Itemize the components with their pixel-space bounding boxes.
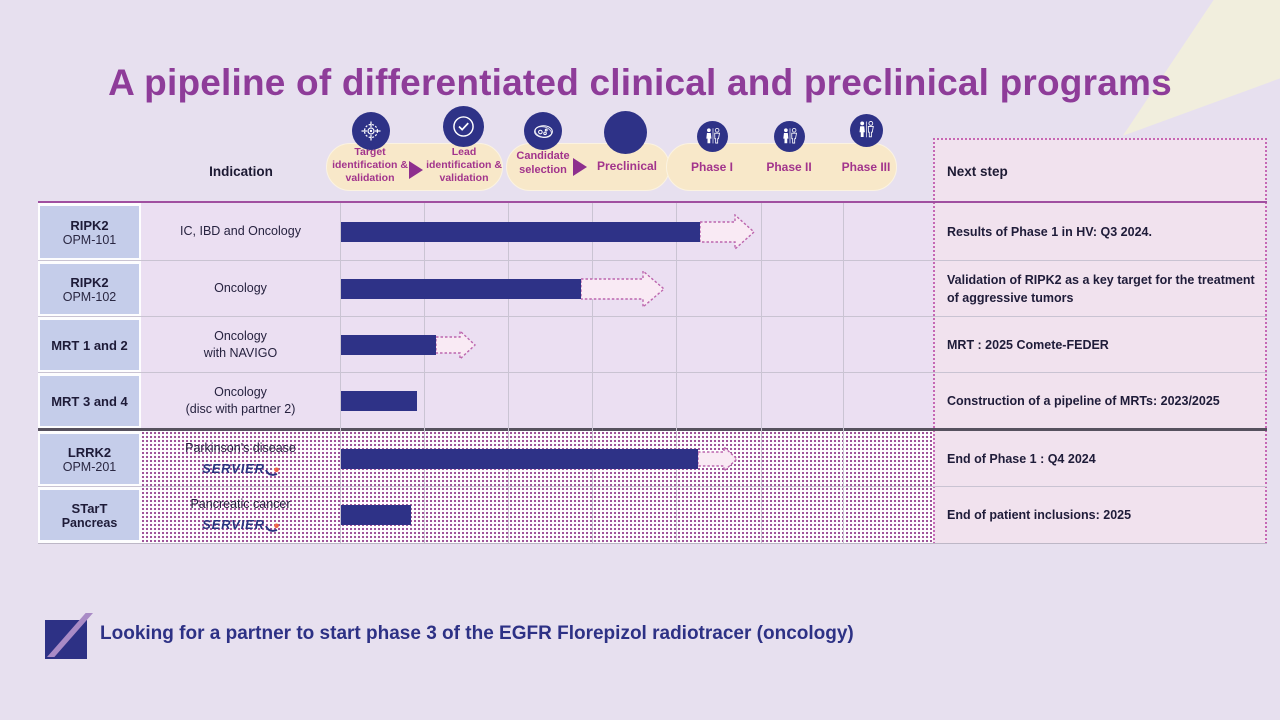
program-code: OPM-101 xyxy=(62,232,117,247)
page-title: A pipeline of differentiated clinical an… xyxy=(108,62,1172,103)
stage-label-lead-identification: Lead identification & validation xyxy=(426,146,502,185)
next-step-cell: Validation of RIPK2 as a key target for … xyxy=(947,272,1255,305)
grid-line xyxy=(38,486,1267,487)
molecule-icon xyxy=(524,112,562,150)
indication-header: Indication xyxy=(209,164,273,179)
target-icon xyxy=(352,112,390,150)
progress-bar xyxy=(341,335,436,355)
grid-line xyxy=(424,203,425,543)
indication-text: IC, IBD and Oncology xyxy=(180,224,301,239)
table-row: RIPK2 OPM-101 IC, IBD and Oncology Resul… xyxy=(38,203,1267,261)
progress-bar xyxy=(341,505,411,525)
indication-cell: Oncology (disc with partner 2) xyxy=(141,373,340,429)
next-step-header: Next step xyxy=(947,164,1008,179)
program-name: RIPK2 xyxy=(70,217,109,233)
program-cell: RIPK2 OPM-102 xyxy=(40,264,139,314)
table-row: MRT 1 and 2 Oncology with NAVIGO MRT : 2… xyxy=(38,317,1267,373)
next-step-cell: End of Phase 1 : Q4 2024 xyxy=(947,451,1096,466)
program-cell: RIPK2 OPM-101 xyxy=(40,206,139,258)
partnering-callout: Looking for a partner to start phase 3 o… xyxy=(100,623,854,644)
partner-section-separator xyxy=(38,428,1267,431)
indication-text: Oncology xyxy=(214,281,267,296)
program-name: STarT xyxy=(71,500,108,516)
progress-bar xyxy=(341,279,581,299)
grid-line xyxy=(676,203,677,543)
indication-cell: Parkinson's disease SERVIER xyxy=(141,431,340,487)
grid-line xyxy=(508,203,509,543)
servier-swoosh-icon xyxy=(264,467,279,477)
program-cell: MRT 3 and 4 xyxy=(40,376,139,426)
servier-logo: SERVIER xyxy=(202,460,279,478)
servier-logo-text: SERVIER xyxy=(202,461,265,477)
stage-arrow-icon xyxy=(573,158,587,176)
program-cell: MRT 1 and 2 xyxy=(40,320,139,370)
table-row: STarT Pancreas Pancreatic cancer SERVIER… xyxy=(38,487,1267,543)
program-code: OPM-102 xyxy=(62,289,117,304)
program-name: MRT 3 and 4 xyxy=(51,393,128,409)
next-step-cell: MRT : 2025 Comete-FEDER xyxy=(947,337,1109,352)
partnering-logo xyxy=(45,613,93,659)
servier-logo-text: SERVIER xyxy=(202,517,265,533)
grid-line xyxy=(340,203,341,543)
indication-text: Oncology xyxy=(214,384,267,399)
stage-label-preclinical: Preclinical xyxy=(596,159,658,173)
next-step-cell: End of patient inclusions: 2025 xyxy=(947,507,1132,522)
people-icon xyxy=(697,121,728,152)
next-step-cell: Results of Phase 1 in HV: Q3 2024. xyxy=(947,224,1152,239)
servier-logo: SERVIER xyxy=(202,516,279,534)
indication-cell: Oncology with NAVIGO xyxy=(141,317,340,373)
stage-label-phase-3: Phase III xyxy=(841,160,891,174)
indication-text: Oncology xyxy=(214,328,267,343)
stage-label-phase-2: Phase II xyxy=(766,160,812,174)
servier-swoosh-icon xyxy=(264,523,279,533)
table-row: MRT 3 and 4 Oncology (disc with partner … xyxy=(38,373,1267,429)
check-circle-icon xyxy=(443,106,484,147)
next-step-cell: Construction of a pipeline of MRTs: 2023… xyxy=(947,393,1220,408)
preclinical-icon xyxy=(604,111,647,154)
program-name-line2: Pancreas xyxy=(61,515,118,530)
table-top-border xyxy=(38,201,1267,203)
stage-label-candidate-selection: Candidate selection xyxy=(516,150,570,176)
progress-bar xyxy=(341,449,698,469)
indication-text: with NAVIGO xyxy=(203,346,278,360)
program-name: RIPK2 xyxy=(70,274,109,290)
people-icon xyxy=(774,121,805,152)
program-code: OPM-201 xyxy=(62,459,117,474)
program-name: LRRK2 xyxy=(67,444,112,460)
grid-line xyxy=(843,203,844,543)
program-cell: STarT Pancreas xyxy=(40,490,139,540)
grid-line xyxy=(38,260,1267,261)
progress-bar xyxy=(341,391,417,411)
table-bottom-border xyxy=(38,543,1267,544)
progress-arrow xyxy=(700,214,755,250)
stage-pill-clinical-phases xyxy=(666,143,897,191)
grid-line xyxy=(38,372,1267,373)
progress-bar xyxy=(341,222,700,242)
table-row: LRRK2 OPM-201 Parkinson's disease SERVIE… xyxy=(38,431,1267,487)
indication-text: Pancreatic cancer xyxy=(190,496,291,511)
progress-arrow xyxy=(436,330,476,360)
indication-cell: Pancreatic cancer SERVIER xyxy=(141,487,340,543)
indication-text: Parkinson's disease xyxy=(185,440,296,455)
table-row: RIPK2 OPM-102 Oncology Validation of RIP… xyxy=(38,261,1267,317)
stage-label-target-identification: Target identification & validation xyxy=(332,146,408,185)
progress-arrow xyxy=(698,446,738,472)
grid-line xyxy=(38,316,1267,317)
indication-cell: Oncology xyxy=(141,261,340,317)
stage-pill-candidate-preclinical xyxy=(506,143,670,191)
indication-text: (disc with partner 2) xyxy=(185,402,296,416)
stage-arrow-icon xyxy=(409,161,423,179)
people-icon xyxy=(850,114,883,147)
indication-cell: IC, IBD and Oncology xyxy=(141,203,340,261)
grid-line xyxy=(761,203,762,543)
program-name: MRT 1 and 2 xyxy=(51,337,128,353)
stage-label-phase-1: Phase I xyxy=(690,160,734,174)
progress-arrow xyxy=(581,270,665,308)
next-step-column xyxy=(933,138,1267,544)
grid-line xyxy=(592,203,593,543)
program-cell: LRRK2 OPM-201 xyxy=(40,434,139,484)
